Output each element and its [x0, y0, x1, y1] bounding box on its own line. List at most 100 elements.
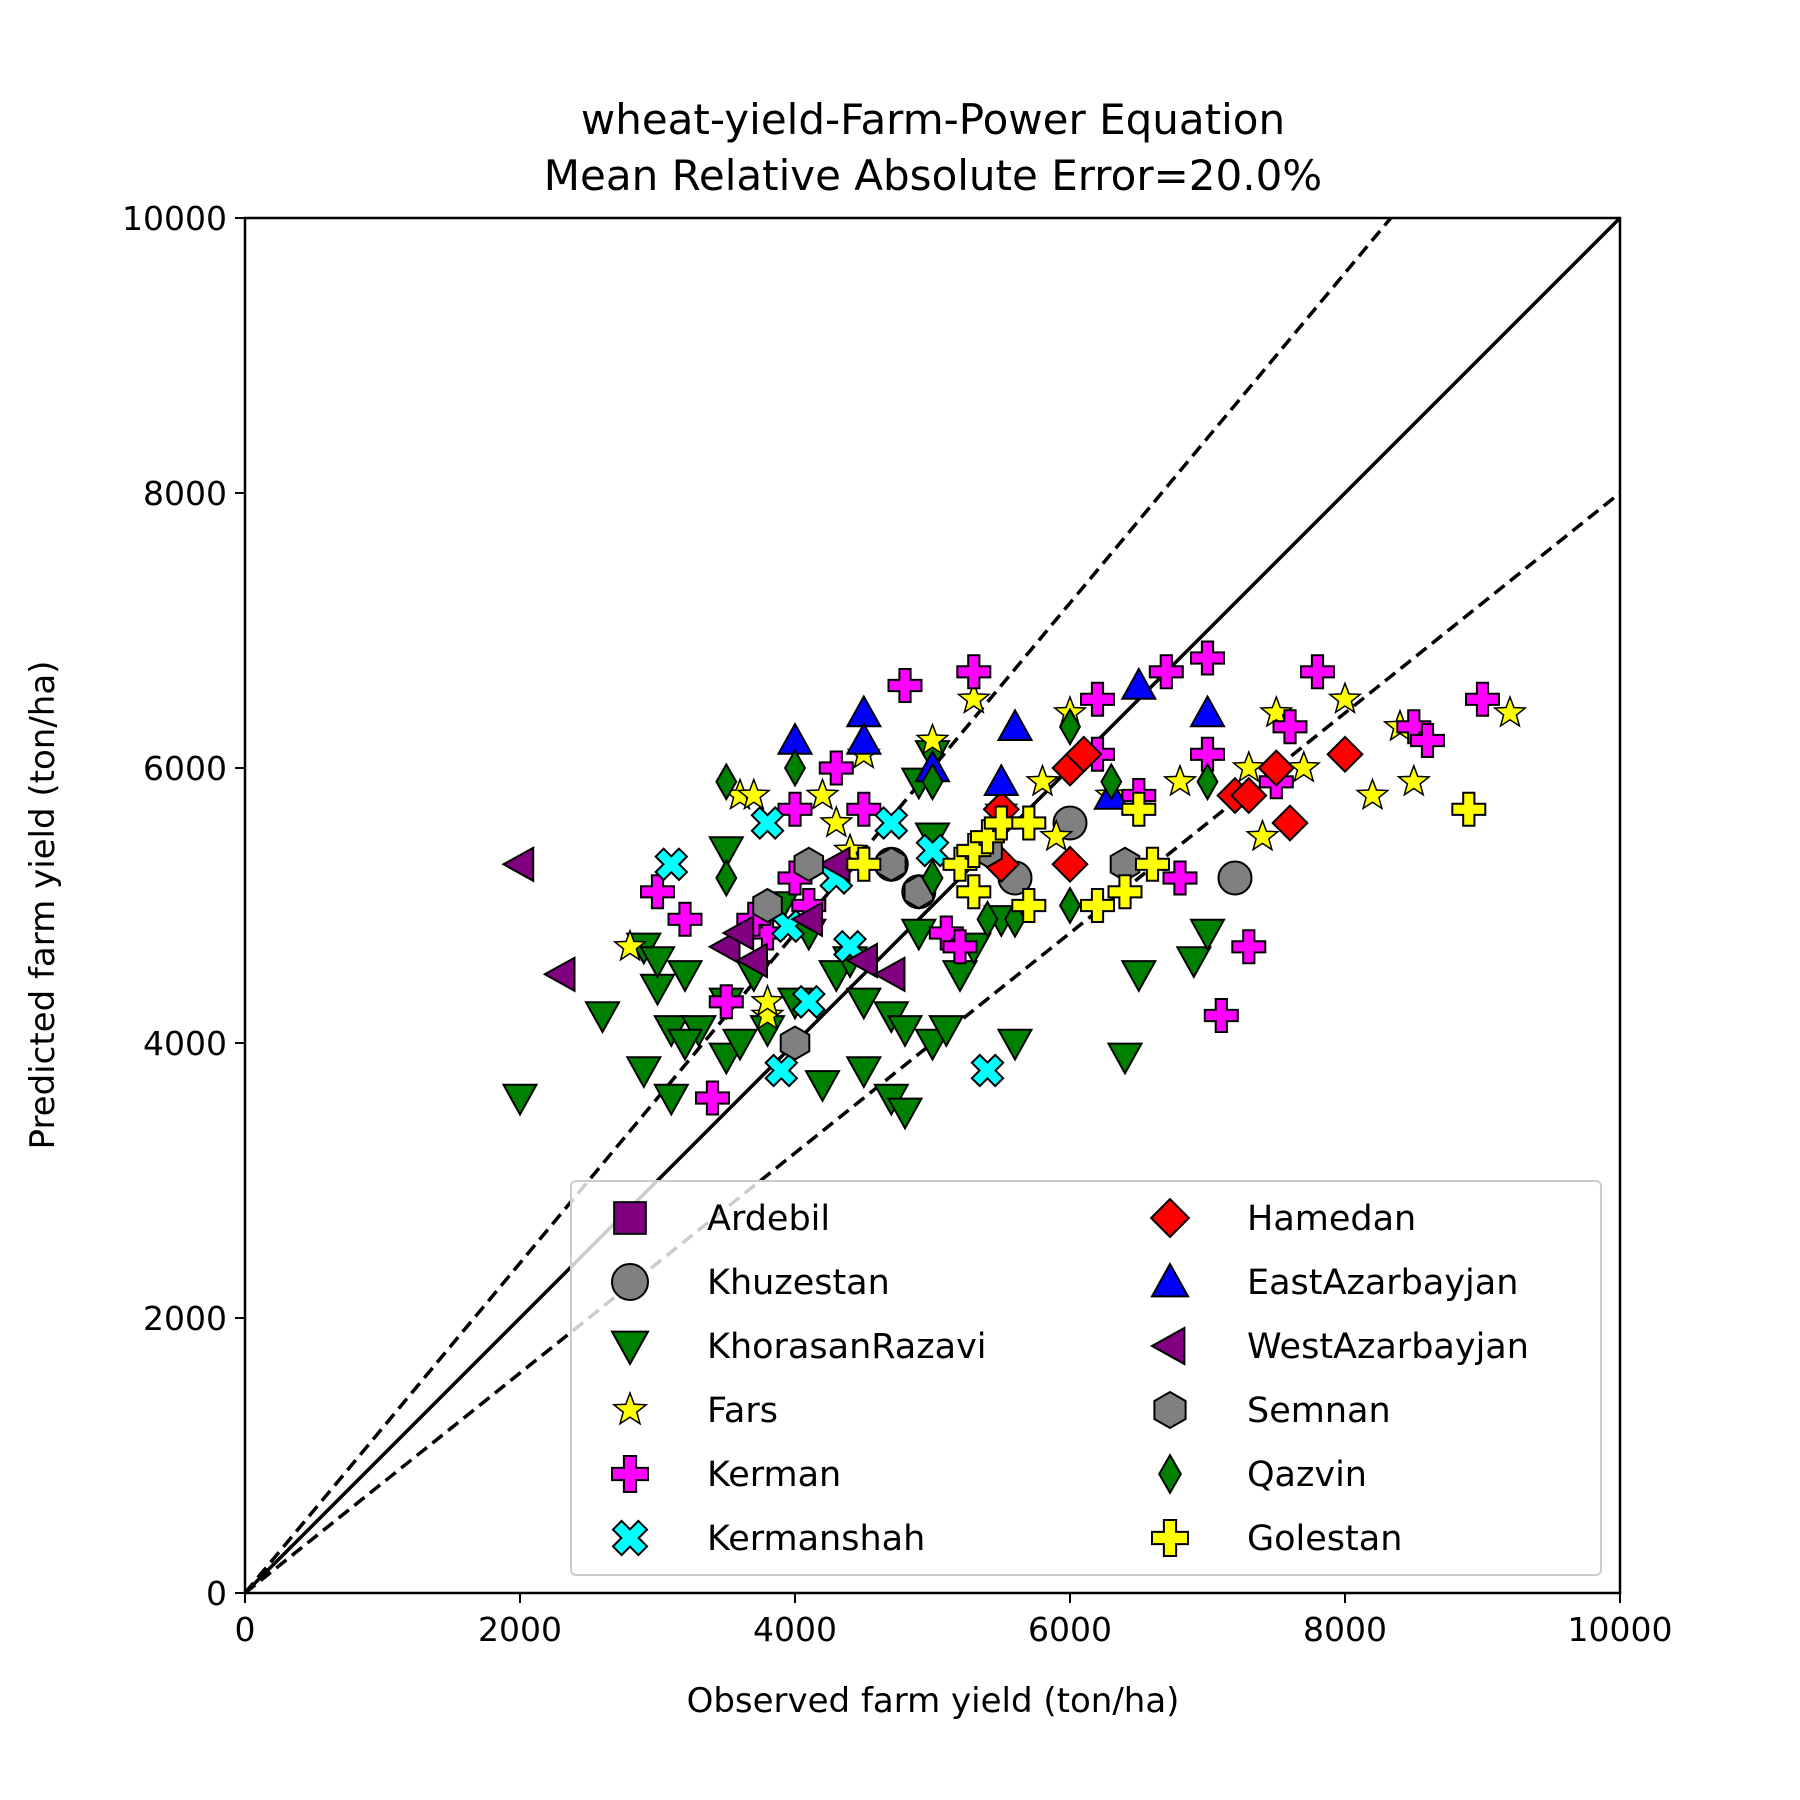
series-eastazarbayjan: [776, 666, 1226, 810]
series-kerman: [640, 640, 1500, 1116]
point-westazarbayjan-6-shape: [790, 901, 823, 938]
point-fars-26: [1039, 818, 1074, 852]
point-khorasanrazavi-21: [845, 1056, 882, 1090]
point-khorasanrazavi-6: [666, 960, 704, 993]
point-fars-10: [956, 681, 992, 714]
point-qazvin-9-shape: [1058, 886, 1082, 925]
point-eastazarbayjan-2-shape: [845, 694, 882, 728]
point-westazarbayjan-9-shape: [872, 956, 906, 993]
point-qazvin-6-shape: [976, 899, 999, 939]
point-hamedan-9-shape: [1271, 804, 1309, 842]
point-kermanshah-2: [750, 805, 785, 841]
point-qazvin-11-shape: [1196, 762, 1219, 802]
point-kerman-27-shape: [1410, 723, 1445, 758]
legend-label-westazarbayjan: WestAzarbayjan: [1247, 1327, 1529, 1367]
point-khorasanrazavi-25-shape: [886, 1097, 924, 1131]
point-fars-17-shape: [1245, 818, 1280, 852]
point-kerman-28-shape: [1465, 681, 1500, 717]
legend-label-eastazarbayjan: EastAzarbayjan: [1247, 1263, 1518, 1303]
point-kermanshah-7: [915, 833, 950, 868]
point-hamedan-8-shape: [1257, 749, 1296, 787]
reference-line-2: [243, 216, 1393, 1595]
point-hamedan-7-shape: [1230, 776, 1268, 815]
point-khorasanrazavi-2: [584, 1001, 621, 1035]
point-fars-6: [819, 804, 854, 838]
series-qazvin: [715, 707, 1219, 939]
point-kerman-22-shape: [1231, 929, 1267, 965]
legend-marker-khorasanrazavi: [610, 1330, 650, 1367]
point-golestan-10-shape: [1107, 874, 1143, 910]
point-kerman-22: [1231, 929, 1267, 965]
point-khorasanrazavi-39: [639, 946, 676, 980]
point-kermanshah-6: [874, 805, 909, 841]
point-westazarbayjan-8-shape: [845, 942, 878, 979]
point-semnan-1-shape: [752, 887, 783, 924]
point-kerman-24-shape: [1272, 709, 1308, 745]
point-golestan-10: [1107, 874, 1143, 910]
point-golestan-12: [1135, 846, 1170, 882]
point-eastazarbayjan-3: [845, 721, 882, 755]
point-fars-17: [1245, 818, 1280, 852]
point-khorasanrazavi-37-shape: [1175, 946, 1212, 980]
point-kerman-8-shape: [818, 750, 854, 786]
point-qazvin-1: [715, 762, 738, 802]
point-khorasanrazavi-1: [501, 1083, 539, 1117]
legend-marker-eastazarbayjan-shape: [1150, 1261, 1190, 1298]
point-golestan-11: [1121, 791, 1157, 827]
legend-box: [570, 1180, 1602, 1576]
point-kerman-20: [1190, 736, 1225, 772]
point-semnan-1: [752, 887, 783, 924]
point-semnan-7-shape: [779, 1025, 811, 1061]
point-fars-20: [1327, 681, 1363, 714]
point-khorasanrazavi-36-shape: [1120, 960, 1157, 993]
point-kerman-2-shape: [708, 984, 744, 1020]
point-khorasanrazavi-37: [1175, 946, 1212, 980]
point-kerman-4: [667, 901, 703, 937]
point-kerman-13-shape: [942, 929, 978, 965]
point-golestan-2-shape: [942, 846, 978, 882]
point-kerman-9-shape: [846, 791, 882, 827]
point-kermanshah-3-shape: [764, 1053, 799, 1088]
y-tick-label: 10000: [122, 199, 227, 238]
legend-label-khorasanrazavi: KhorasanRazavi: [707, 1327, 987, 1367]
point-kerman-17-shape: [1148, 654, 1184, 690]
point-kerman-13: [942, 929, 978, 965]
point-khorasanrazavi-21-shape: [845, 1056, 882, 1090]
point-golestan-3: [956, 874, 992, 910]
point-westazarbayjan-1: [501, 846, 535, 883]
point-kerman-1: [695, 1080, 730, 1116]
series-golestan: [846, 791, 1487, 923]
point-golestan-7-shape: [1011, 888, 1047, 923]
point-hamedan-9: [1271, 804, 1309, 842]
point-westazarbayjan-1-shape: [501, 846, 535, 883]
y-tick-label: 8000: [143, 474, 227, 513]
point-fars-4-shape: [750, 997, 785, 1031]
point-qazvin-8-shape: [1058, 707, 1082, 747]
point-semnan-7: [779, 1025, 811, 1061]
legend-marker-fars-shape: [611, 1390, 649, 1426]
point-fars-25: [750, 983, 785, 1017]
legend-marker-kerman: [611, 1455, 649, 1493]
point-kerman-20-shape: [1190, 736, 1225, 772]
point-fars-26-shape: [1039, 818, 1074, 852]
point-kerman-7-shape: [777, 791, 813, 827]
legend-marker-hamedan-shape: [1149, 1197, 1191, 1239]
point-eastazarbayjan-5: [983, 763, 1020, 796]
point-kerman-10-shape: [887, 668, 923, 703]
point-khorasanrazavi-13-shape: [721, 1028, 759, 1062]
point-kerman-19: [1190, 640, 1225, 676]
point-fars-19-shape: [1286, 749, 1322, 783]
point-khorasanrazavi-40: [666, 1028, 704, 1062]
point-fars-10-shape: [956, 681, 992, 714]
point-fars-1-shape: [612, 928, 648, 962]
point-fars-15: [1162, 763, 1198, 797]
point-kermanshah-7-shape: [915, 833, 950, 868]
legend-label-qazvin: Qazvin: [1247, 1455, 1367, 1495]
point-khorasanrazavi-43-shape: [928, 1015, 965, 1048]
legend-marker-khorasanrazavi-shape: [610, 1330, 650, 1367]
legend-marker-semnan: [1153, 1390, 1187, 1430]
point-kerman-10: [887, 668, 923, 703]
point-eastazarbayjan-9: [1189, 694, 1226, 728]
legend-label-kermanshah: Kermanshah: [707, 1519, 925, 1559]
